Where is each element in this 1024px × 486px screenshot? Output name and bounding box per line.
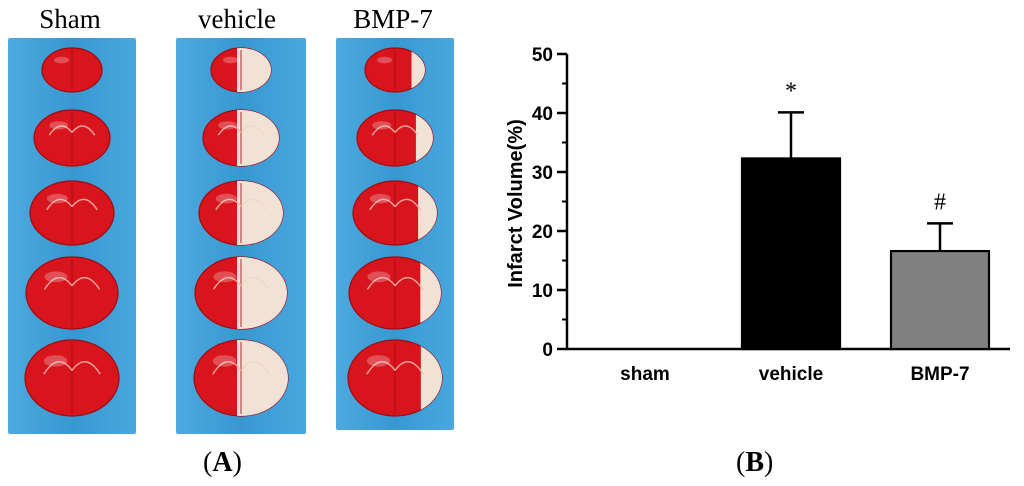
y-axis-label: Infarct Volume(%) [505, 119, 527, 288]
slice-strip-sham [8, 38, 136, 434]
brain-slice [24, 339, 120, 417]
brain-slices-bmp7 [347, 47, 443, 417]
slice-strip-vehicle [176, 38, 306, 434]
col-title-bmp7: BMP-7 [353, 4, 433, 34]
col-title-sham: Sham [39, 4, 101, 34]
x-tick-label: vehicle [759, 364, 823, 385]
brain-slice [41, 47, 103, 93]
y-tick-label: 40 [532, 104, 553, 125]
y-tick-label: 20 [532, 222, 553, 243]
significance-marker: * [785, 78, 797, 104]
y-tick-label: 0 [542, 340, 553, 361]
brain-slice [29, 180, 115, 246]
brain-slice [194, 256, 288, 330]
slice-strip-bmp7 [336, 38, 454, 430]
brain-slice [352, 180, 438, 246]
brain-slices-sham [24, 47, 120, 417]
bar-vehicle [740, 157, 842, 351]
y-tick-label: 30 [532, 163, 553, 184]
brain-slice [33, 109, 111, 167]
x-tick-label: sham [620, 364, 670, 385]
brain-slice [25, 256, 119, 330]
brain-slice [356, 109, 434, 167]
panel-b-label: (B) [736, 447, 774, 478]
brain-slices-vehicle [193, 47, 289, 417]
y-tick-label: 10 [532, 281, 553, 302]
col-title-vehicle: vehicle [198, 4, 276, 34]
significance-marker: # [934, 189, 946, 215]
bar-bmp-7 [889, 249, 991, 351]
x-tick-label: BMP-7 [910, 364, 969, 385]
panel-a-label: (A) [203, 447, 242, 478]
y-tick-label: 50 [532, 45, 553, 66]
brain-slice [364, 47, 426, 93]
